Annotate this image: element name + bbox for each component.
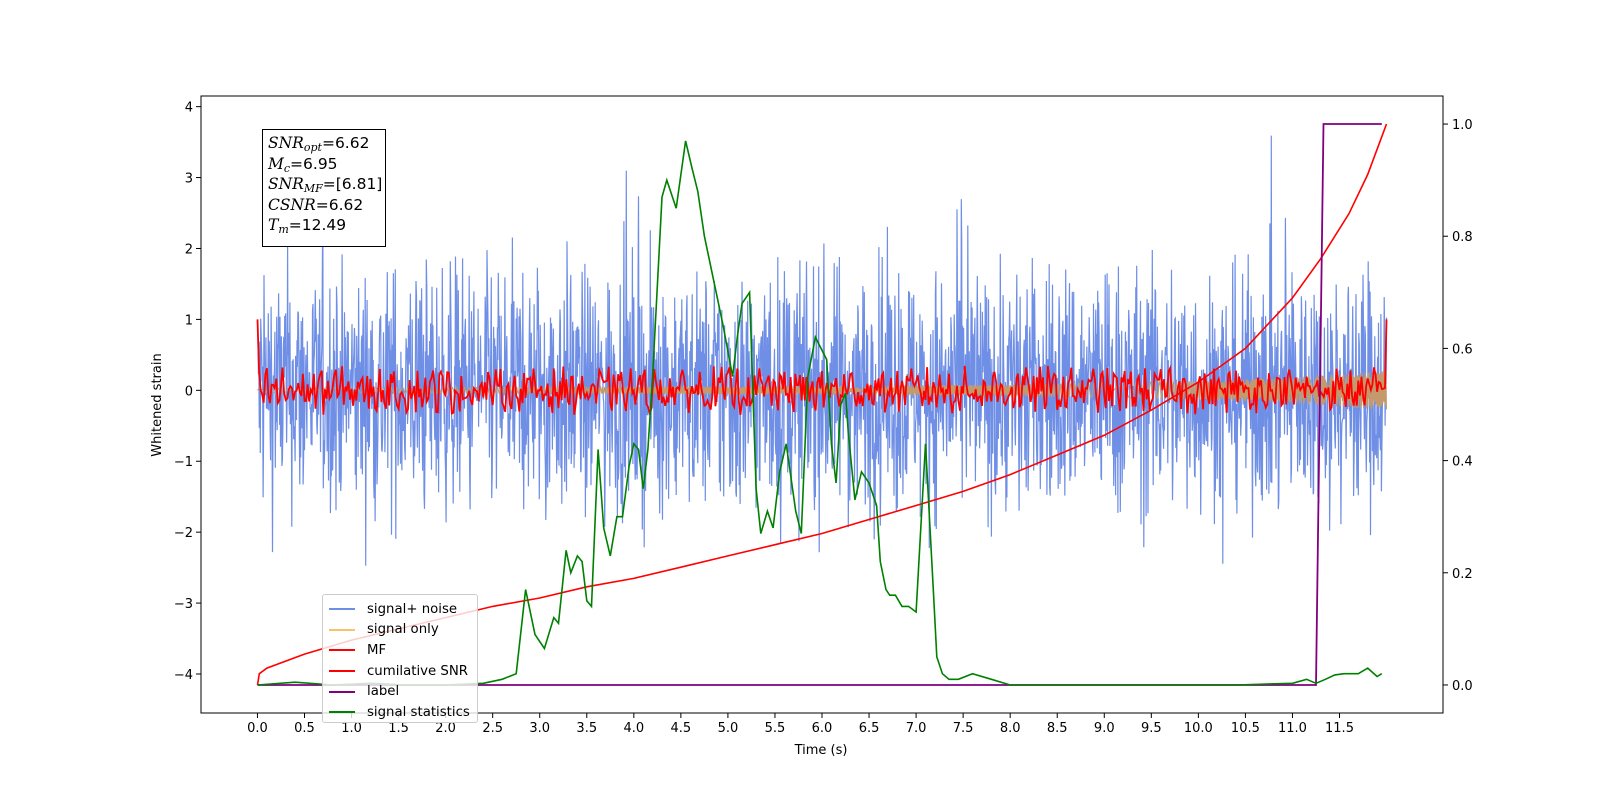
tm-row: Tm=12.49 xyxy=(268,216,347,236)
csnr-row: CSNR=6.62 xyxy=(268,195,364,214)
x-tick-label: 1.5 xyxy=(388,721,409,736)
label-line xyxy=(257,123,1382,686)
legend-swatch xyxy=(329,711,355,714)
x-tick-label: 2.0 xyxy=(435,721,456,736)
y2-tick-label: 1.0 xyxy=(1452,118,1473,133)
x-tick-label: 8.5 xyxy=(1047,721,1068,736)
stats-annotation: SNRopt=6.62 Mc=6.95 SNRMF=[6.81] CSNR=6.… xyxy=(262,129,386,247)
snr-opt-value: =6.62 xyxy=(321,134,370,152)
signal-noise-line xyxy=(256,135,1388,566)
y-tick-label: 2 xyxy=(185,242,193,257)
csnr-value: =6.62 xyxy=(315,195,364,214)
y-tick-label: 4 xyxy=(185,101,193,116)
x-axis-label: Time (s) xyxy=(794,743,848,758)
y-axis-ticks: 4 3 2 1 0 −1 −2 −3 −4 xyxy=(174,101,201,683)
signal-statistics-line xyxy=(257,140,1383,686)
x-tick-label: 8.0 xyxy=(1000,721,1021,736)
y-tick-label: −2 xyxy=(174,526,193,541)
x-axis-ticks: 0.0 0.5 1.0 1.5 2.0 2.5 3.0 3.5 4.0 4.5 5.0 5.5 6.0 6… xyxy=(247,713,1354,736)
x-tick-label: 6.0 xyxy=(812,721,833,736)
legend: signal+ noise signal only MF cumilative … xyxy=(322,594,478,723)
snr-mf-value: =[6.81] xyxy=(322,175,383,193)
x-tick-label: 9.0 xyxy=(1094,721,1115,736)
legend-label: label xyxy=(367,684,400,700)
x-tick-label: 7.0 xyxy=(906,721,927,736)
x-tick-label: 4.0 xyxy=(623,721,644,736)
x-tick-label: 6.5 xyxy=(859,721,880,736)
legend-entry: signal only xyxy=(329,620,477,641)
x-tick-label: 10.5 xyxy=(1231,721,1260,736)
y2-tick-label: 0.8 xyxy=(1452,230,1473,245)
x-tick-label: 7.5 xyxy=(953,721,974,736)
y-tick-label: −4 xyxy=(174,668,193,683)
legend-swatch xyxy=(329,628,355,631)
legend-entry: signal+ noise xyxy=(329,599,477,620)
x-tick-label: 3.5 xyxy=(576,721,597,736)
y2-axis-ticks: 1.0 0.8 0.6 0.4 0.2 0.0 xyxy=(1443,118,1473,694)
y-tick-label: −3 xyxy=(174,597,193,612)
y-tick-label: 1 xyxy=(185,313,193,328)
legend-swatch xyxy=(329,608,355,611)
x-tick-label: 0.0 xyxy=(247,721,268,736)
mc-row: Mc=6.95 xyxy=(268,154,338,175)
legend-label: signal+ noise xyxy=(367,601,458,617)
y2-tick-label: 0.4 xyxy=(1452,455,1473,470)
legend-label: signal only xyxy=(367,622,439,638)
y2-tick-label: 0.2 xyxy=(1452,567,1473,582)
legend-label: cumilative SNR xyxy=(367,663,469,679)
x-tick-label: 5.0 xyxy=(718,721,739,736)
snr-opt-row: SNRopt=6.62 xyxy=(268,134,370,154)
legend-entry: signal statistics xyxy=(329,702,477,723)
legend-swatch xyxy=(329,649,355,652)
legend-entry: MF xyxy=(329,640,477,661)
x-tick-label: 2.5 xyxy=(482,721,503,736)
x-tick-label: 4.5 xyxy=(671,721,692,736)
x-tick-label: 1.0 xyxy=(341,721,362,736)
mf-line xyxy=(256,319,1388,416)
legend-entry: label xyxy=(329,681,477,702)
x-tick-label: 11.5 xyxy=(1325,721,1354,736)
x-tick-label: 0.5 xyxy=(294,721,315,736)
x-tick-label: 3.0 xyxy=(529,721,550,736)
y2-tick-label: 0.6 xyxy=(1452,342,1473,357)
y-axis-label: Whitened strain xyxy=(150,353,165,456)
legend-label: MF xyxy=(367,642,387,658)
legend-label: signal statistics xyxy=(367,704,470,720)
y-tick-label: 0 xyxy=(185,384,193,399)
legend-swatch xyxy=(329,670,355,673)
legend-entry: cumilative SNR xyxy=(329,661,477,682)
y2-tick-label: 0.0 xyxy=(1452,679,1473,694)
snr-mf-row: SNRMF=[6.81] xyxy=(268,175,383,195)
tm-value: =12.49 xyxy=(288,216,347,234)
legend-swatch xyxy=(329,690,355,693)
mc-value: =6.95 xyxy=(290,154,338,173)
x-tick-label: 5.5 xyxy=(765,721,786,736)
x-tick-label: 11.0 xyxy=(1278,721,1307,736)
y-tick-label: 3 xyxy=(185,172,193,187)
x-tick-label: 10.0 xyxy=(1184,721,1213,736)
y-tick-label: −1 xyxy=(174,455,193,470)
x-tick-label: 9.5 xyxy=(1141,721,1162,736)
